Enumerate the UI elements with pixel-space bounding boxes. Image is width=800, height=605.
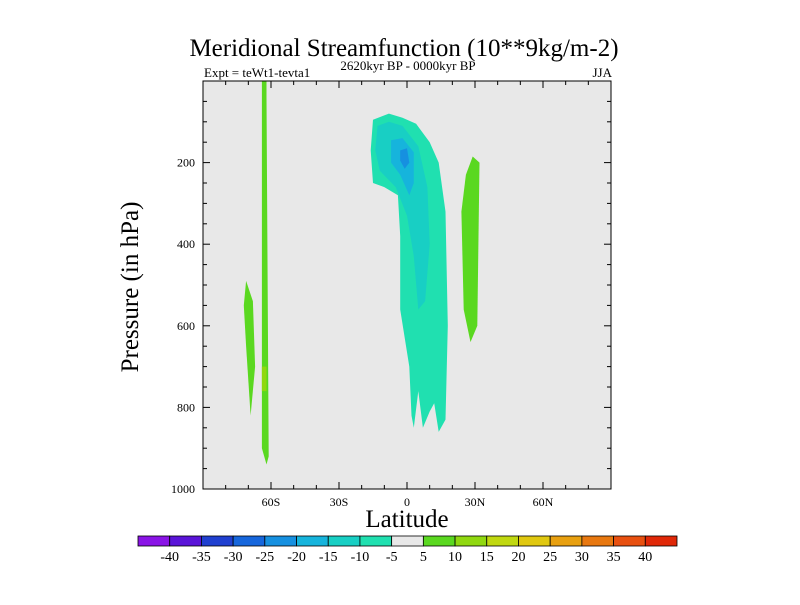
colorbar-label: 5 — [420, 550, 427, 565]
colorbar-label: -30 — [224, 550, 243, 565]
colorbar-label: -20 — [287, 550, 306, 565]
colorbar-label: -40 — [160, 550, 179, 565]
colorbar-swatch — [391, 535, 424, 547]
contour-negative-core — [400, 148, 410, 169]
x-tick-label: 60N — [533, 495, 554, 509]
colorbar-label: 35 — [607, 550, 621, 565]
colorbar-label: 15 — [480, 550, 494, 565]
colorbar-swatch — [201, 535, 234, 547]
x-tick-label: 0 — [404, 495, 410, 509]
y-tick-label: 800 — [177, 400, 195, 414]
x-tick-label: 60S — [262, 495, 281, 509]
colorbar-swatch — [296, 535, 329, 547]
colorbar-label: 25 — [543, 550, 557, 565]
contour-negative-mid — [375, 121, 430, 310]
colorbar-swatch — [232, 535, 266, 547]
colorbar: -40 -35 -30 -25 -20 -15 -10 -5 5 10 15 20 25 30 35 40 — [137, 535, 678, 565]
colorbar-label: 20 — [511, 550, 525, 565]
colorbar-label: 10 — [448, 550, 462, 565]
colorbar-swatch — [422, 535, 456, 547]
colorbar-label: 40 — [638, 550, 652, 565]
y-tick-label: 400 — [177, 237, 195, 251]
contour-negative-outer — [370, 113, 448, 432]
x-tick-label: 30N — [465, 495, 486, 509]
colorbar-swatch — [359, 535, 393, 547]
x-axis-label: Latitude — [365, 506, 448, 533]
colorbar-swatch — [644, 535, 678, 547]
contour-positive-left-lower — [243, 280, 256, 416]
contour-negative-inner — [391, 138, 414, 196]
period-label: 2620kyr BP - 0000kyr BP — [340, 58, 475, 73]
colorbar-label: -10 — [351, 550, 370, 565]
chart-title: Meridional Streamfunction (10**9kg/m-2) — [189, 35, 618, 62]
colorbar-swatch — [518, 535, 551, 547]
colorbar-label: 30 — [575, 550, 589, 565]
colorbar-swatch — [549, 535, 583, 547]
y-tick-label: 600 — [177, 319, 195, 333]
y-tick-label: 200 — [177, 156, 195, 170]
colorbar-label: -25 — [255, 550, 274, 565]
colorbar-swatch — [454, 535, 488, 547]
experiment-label: Expt = teWt1-tevta1 — [204, 65, 310, 80]
contour-positive-left-core — [261, 366, 267, 392]
contour-layer — [243, 81, 480, 465]
colorbar-swatch — [486, 535, 519, 547]
x-tick-label: 30S — [330, 495, 349, 509]
colorbar-label: -35 — [192, 550, 211, 565]
contour-positive-right — [461, 156, 480, 343]
y-tick-label: 1000 — [171, 482, 195, 496]
colorbar-swatch — [169, 535, 202, 547]
y-axis-label: Pressure (in hPa) — [117, 202, 144, 373]
colorbar-label: -15 — [319, 550, 338, 565]
colorbar-swatch — [581, 535, 614, 547]
colorbar-swatch — [613, 535, 646, 547]
tick-layer: 60S 30S 0 30N 60N 200 400 600 800 1000 — [171, 81, 611, 509]
colorbar-swatch — [327, 535, 361, 547]
season-label: JJA — [592, 65, 612, 80]
colorbar-swatch — [137, 535, 171, 547]
plot-area: 60S 30S 0 30N 60N 200 400 600 800 1000 — [171, 80, 612, 509]
colorbar-swatch — [264, 535, 297, 547]
colorbar-label: -5 — [386, 550, 398, 565]
